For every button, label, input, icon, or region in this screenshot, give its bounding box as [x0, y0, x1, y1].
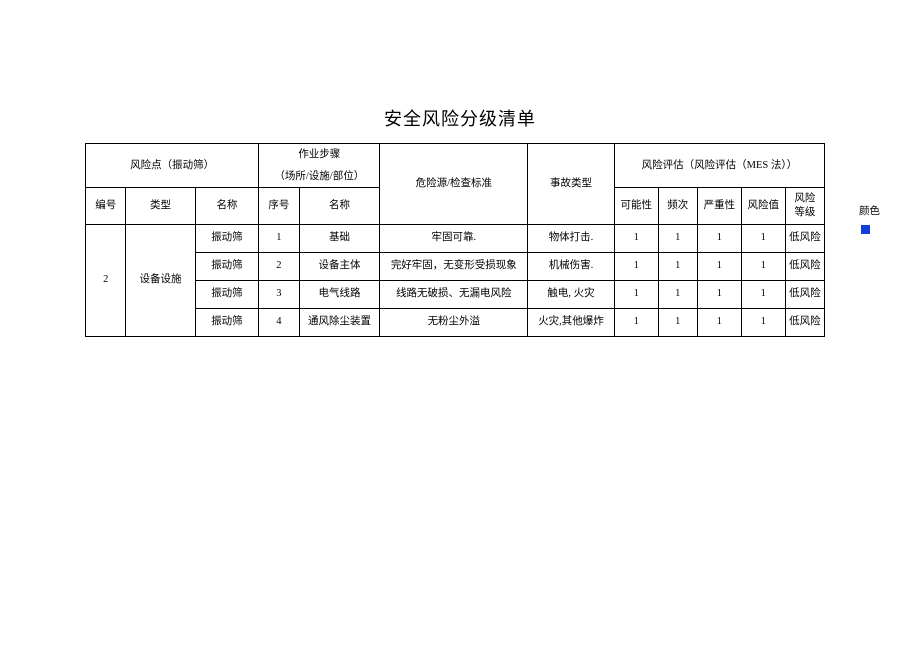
cell-frequency: 1 [658, 252, 697, 280]
cell-frequency: 1 [658, 280, 697, 308]
cell-possibility: 1 [614, 308, 658, 336]
cell-risk-level: 低风险 [785, 252, 824, 280]
cell-hazard: 线路无破损、无漏电风险 [380, 280, 528, 308]
cell-risk-value: 1 [741, 252, 785, 280]
cell-possibility: 1 [614, 280, 658, 308]
cell-frequency: 1 [658, 308, 697, 336]
cell-hazard: 牢固可靠. [380, 224, 528, 252]
header-col-name: 名称 [195, 188, 259, 224]
cell-hazard: 完好牢固，无变形受损现象 [380, 252, 528, 280]
cell-accident: 物体打击. [528, 224, 615, 252]
cell-severity: 1 [697, 224, 741, 252]
cell-severity: 1 [697, 308, 741, 336]
cell-step-name: 通风除尘装置 [299, 308, 380, 336]
header-col-severity: 严重性 [697, 188, 741, 224]
cell-type: 设备设施 [126, 224, 195, 336]
cell-step-name: 电气线路 [299, 280, 380, 308]
cell-accident: 火灾,其他爆炸 [528, 308, 615, 336]
cell-possibility: 1 [614, 224, 658, 252]
table-body: 2 设备设施 振动筛 1 基础 牢固可靠. 物体打击. 1 1 1 1 低风险 … [86, 224, 825, 336]
cell-seq: 2 [259, 252, 299, 280]
header-col-step-name: 名称 [299, 188, 380, 224]
cell-seq: 1 [259, 224, 299, 252]
cell-id: 2 [86, 224, 126, 336]
header-col-type: 类型 [126, 188, 195, 224]
cell-frequency: 1 [658, 224, 697, 252]
cell-name: 振动筛 [195, 308, 259, 336]
cell-seq: 3 [259, 280, 299, 308]
header-risk-eval: 风险评估（风险评估（MES 法）） [614, 144, 824, 188]
cell-risk-value: 1 [741, 308, 785, 336]
cell-hazard: 无粉尘外溢 [380, 308, 528, 336]
header-col-seq: 序号 [259, 188, 299, 224]
header-col-num: 编号 [86, 188, 126, 224]
header-col-possibility: 可能性 [614, 188, 658, 224]
cell-accident: 机械伤害. [528, 252, 615, 280]
header-col-frequency: 频次 [658, 188, 697, 224]
table-row: 振动筛 4 通风除尘装置 无粉尘外溢 火灾,其他爆炸 1 1 1 1 低风险 [86, 308, 825, 336]
header-hazard: 危险源/检查标准 [380, 144, 528, 225]
cell-possibility: 1 [614, 252, 658, 280]
header-col-risk-value: 风险值 [741, 188, 785, 224]
table-row: 振动筛 3 电气线路 线路无破损、无漏电风险 触电, 火灾 1 1 1 1 低风… [86, 280, 825, 308]
cell-step-name: 设备主体 [299, 252, 380, 280]
header-col-risk-level: 风险 等级 [785, 188, 824, 224]
risk-table: 风险点（振动筛） 作业步骤 危险源/检查标准 事故类型 风险评估（风险评估（ME… [85, 143, 825, 337]
color-swatch [861, 225, 870, 234]
cell-severity: 1 [697, 280, 741, 308]
cell-name: 振动筛 [195, 224, 259, 252]
cell-risk-level: 低风险 [785, 224, 824, 252]
cell-step-name: 基础 [299, 224, 380, 252]
cell-name: 振动筛 [195, 252, 259, 280]
page-title: 安全风险分级清单 [20, 105, 900, 131]
cell-risk-value: 1 [741, 224, 785, 252]
cell-risk-level: 低风险 [785, 308, 824, 336]
cell-risk-level: 低风险 [785, 280, 824, 308]
header-work-step-sub: （场所/设施/部位） [259, 166, 380, 188]
cell-seq: 4 [259, 308, 299, 336]
table-row: 2 设备设施 振动筛 1 基础 牢固可靠. 物体打击. 1 1 1 1 低风险 [86, 224, 825, 252]
header-accident: 事故类型 [528, 144, 615, 225]
table-row: 振动筛 2 设备主体 完好牢固，无变形受损现象 机械伤害. 1 1 1 1 低风… [86, 252, 825, 280]
cell-name: 振动筛 [195, 280, 259, 308]
cell-severity: 1 [697, 252, 741, 280]
cell-risk-value: 1 [741, 280, 785, 308]
header-risk-point: 风险点（振动筛） [86, 144, 259, 188]
color-label: 颜色 [859, 203, 880, 218]
cell-accident: 触电, 火灾 [528, 280, 615, 308]
header-work-step-top: 作业步骤 [259, 144, 380, 166]
